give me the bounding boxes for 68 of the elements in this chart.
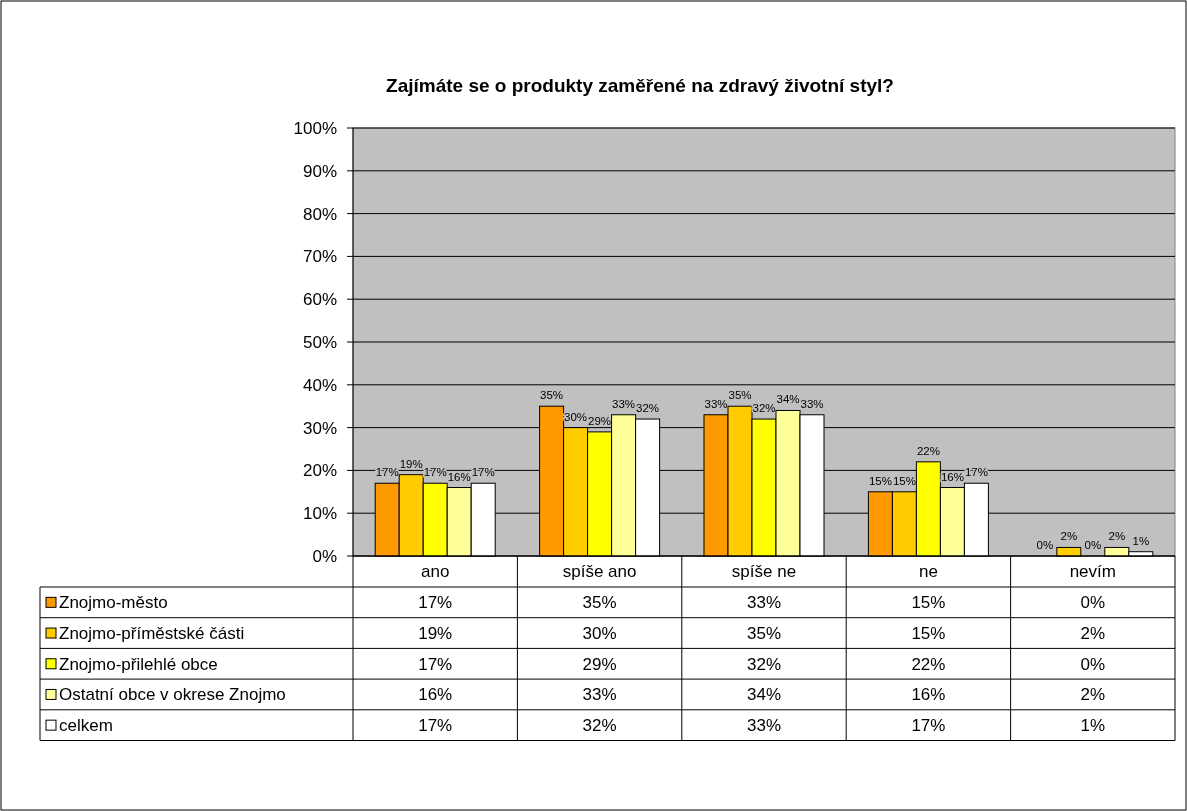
text: 0%: [1084, 539, 1102, 551]
text: 15%: [868, 474, 892, 487]
y-tick-label: 70%: [302, 247, 337, 267]
y-tick-label: 100%: [293, 118, 337, 138]
data-label: 1%: [1080, 716, 1106, 736]
text: 16%: [447, 470, 471, 483]
y-tick-label: 90%: [302, 161, 337, 181]
chart-title: Zajímáte se o produkty zaměřené na zdravý životní styl?: [386, 75, 894, 96]
text: 19%: [399, 457, 423, 470]
text: 33%: [612, 397, 636, 410]
y-tick-label: 30%: [302, 418, 337, 438]
data-label: 33%: [746, 593, 782, 613]
y-tick-label: 80%: [302, 204, 337, 224]
text: 22%: [916, 444, 940, 457]
data-label: 16%: [418, 685, 453, 705]
legend-label: Znojmo-příměstské části: [59, 624, 245, 643]
text: 34%: [776, 393, 800, 406]
data-label: 15%: [911, 593, 946, 613]
text: 15%: [892, 474, 916, 487]
data-label: 17%: [911, 716, 946, 736]
data-label: 0%: [1080, 593, 1106, 613]
text: 35%: [728, 389, 752, 402]
text: 2%: [1108, 530, 1126, 543]
legend-label: Znojmo-město: [59, 593, 168, 613]
text: 1%: [1132, 534, 1150, 547]
legend-label: Znojmo-přilehlé obce: [59, 654, 218, 674]
x-tick-label: ne: [918, 562, 938, 582]
data-label: 2%: [1080, 685, 1106, 705]
data-label: 17%: [418, 593, 453, 613]
data-label: 2%: [1080, 624, 1106, 643]
x-tick-label: ano: [421, 562, 450, 582]
data-label: 33%: [582, 685, 617, 705]
text: 0%: [1036, 539, 1054, 551]
x-tick-label: spíše ne: [731, 562, 797, 582]
text: 33%: [704, 397, 728, 410]
y-tick-label: 60%: [302, 290, 337, 310]
x-tick-label: spíše ano: [562, 562, 637, 582]
y-tick-label: 50%: [302, 332, 337, 352]
legend-label: Ostatní obce v okrese Znojmo: [59, 685, 286, 705]
text: 30%: [564, 410, 588, 423]
data-label: 32%: [746, 654, 782, 674]
y-tick-label: 10%: [302, 504, 337, 524]
text: 16%: [940, 470, 964, 483]
data-label: 30%: [582, 624, 617, 643]
data-label: 33%: [746, 716, 782, 736]
y-tick-label: 20%: [302, 461, 337, 481]
data-label: 19%: [418, 624, 453, 643]
data-label: 34%: [746, 685, 782, 705]
y-tick-label: 40%: [302, 375, 337, 395]
text: 32%: [752, 402, 776, 415]
legend-label: celkem: [59, 716, 113, 736]
data-label: 15%: [911, 624, 946, 643]
data-label: 35%: [582, 593, 617, 613]
data-label: 17%: [418, 716, 453, 736]
data-label: 0%: [1080, 654, 1106, 674]
data-label: 29%: [582, 654, 617, 674]
y-tick-label: 0%: [312, 546, 337, 566]
data-label: 16%: [911, 685, 946, 705]
text: 35%: [540, 389, 564, 402]
data-label: 17%: [418, 654, 453, 674]
data-label: 22%: [911, 654, 946, 674]
text: 32%: [636, 402, 660, 415]
text: 29%: [588, 414, 612, 427]
data-label: 32%: [582, 716, 617, 736]
x-tick-label: nevím: [1069, 562, 1116, 582]
data-label: 35%: [746, 624, 782, 643]
text: 33%: [800, 397, 824, 410]
text: 2%: [1060, 530, 1078, 543]
